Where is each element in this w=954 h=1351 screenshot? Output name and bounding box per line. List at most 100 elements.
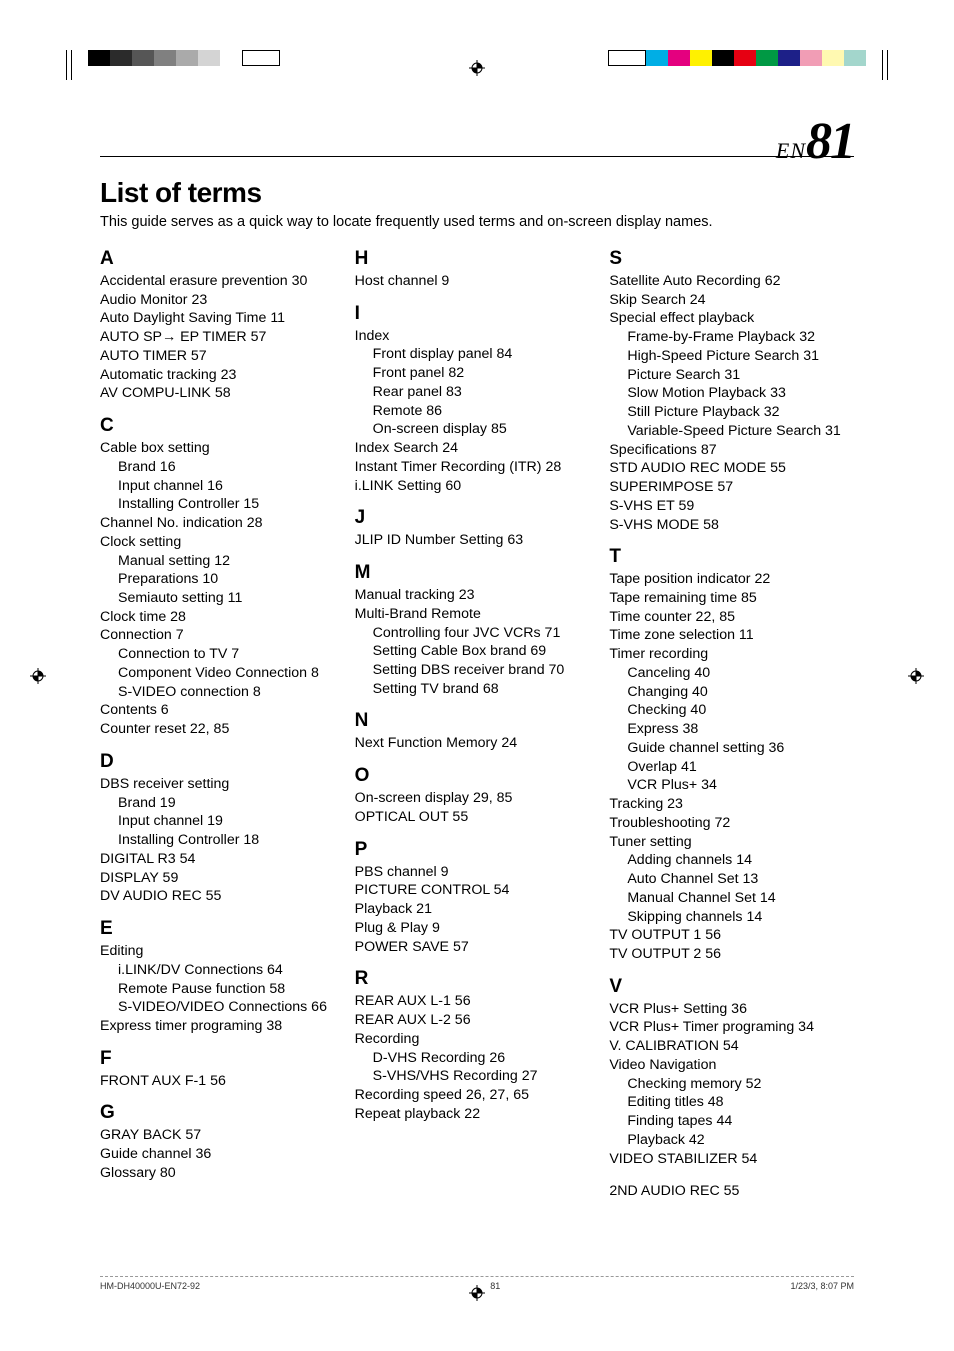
index-subentry: VCR Plus+ 34 xyxy=(609,776,854,795)
intro-text: This guide serves as a quick way to loca… xyxy=(100,214,854,230)
index-subentry: Brand 19 xyxy=(100,794,345,813)
index-entry: Counter reset 22, 85 xyxy=(100,720,345,739)
index-column-1: AAccidental erasure prevention 30Audio M… xyxy=(100,248,345,1201)
index-entry: STD AUDIO REC MODE 55 xyxy=(609,459,854,478)
index-letter: D xyxy=(100,751,345,773)
index-entry: Clock setting xyxy=(100,533,345,552)
index-entry: On-screen display 29, 85 xyxy=(355,789,600,808)
colorbar-swatch xyxy=(198,50,220,66)
index-entry: Recording speed 26, 27, 65 xyxy=(355,1086,600,1105)
index-subentry: Front display panel 84 xyxy=(355,345,600,364)
index-entry: VCR Plus+ Timer programing 34 xyxy=(609,1018,854,1037)
index-entry: Tape position indicator 22 xyxy=(609,570,854,589)
index-entry: TV OUTPUT 2 56 xyxy=(609,945,854,964)
index-subentry: Manual setting 12 xyxy=(100,552,345,571)
colorbar-swatch xyxy=(822,50,844,66)
colorbar-swatch xyxy=(712,50,734,66)
index-subentry: Still Picture Playback 32 xyxy=(609,403,854,422)
colorbar-swatch xyxy=(690,50,712,66)
index-entry: Index xyxy=(355,327,600,346)
colorbar-swatch xyxy=(646,50,668,66)
index-entry: AV COMPU-LINK 58 xyxy=(100,384,345,403)
index-entry: Guide channel 36 xyxy=(100,1145,345,1164)
registration-mark-icon xyxy=(30,668,46,684)
index-subentry: Variable-Speed Picture Search 31 xyxy=(609,422,854,441)
index-subentry: Connection to TV 7 xyxy=(100,645,345,664)
index-entry: Audio Monitor 23 xyxy=(100,291,345,310)
index-letter: R xyxy=(355,968,600,990)
index-entry: Multi-Brand Remote xyxy=(355,605,600,624)
index-subentry: Input channel 19 xyxy=(100,812,345,831)
index-entry: Accidental erasure prevention 30 xyxy=(100,272,345,291)
index-subentry: Picture Search 31 xyxy=(609,366,854,385)
index-entry: Cable box setting xyxy=(100,439,345,458)
index-entry: i.LINK Setting 60 xyxy=(355,477,600,496)
index-entry: Glossary 80 xyxy=(100,1164,345,1183)
index-letter: M xyxy=(355,562,600,584)
colorbar-swatch xyxy=(242,50,280,66)
index-letter: G xyxy=(100,1102,345,1124)
index-entry: Skip Search 24 xyxy=(609,291,854,310)
index-subentry: S-VHS/VHS Recording 27 xyxy=(355,1067,600,1086)
index-subentry: Frame-by-Frame Playback 32 xyxy=(609,328,854,347)
index-entry: POWER SAVE 57 xyxy=(355,938,600,957)
index-entry: PBS channel 9 xyxy=(355,863,600,882)
spacer xyxy=(609,1168,854,1182)
page-number-value: 81 xyxy=(806,113,854,170)
registration-mark-icon xyxy=(908,668,924,684)
index-subentry: Guide channel setting 36 xyxy=(609,739,854,758)
crop-mark-left xyxy=(66,50,72,80)
index-subentry: Slow Motion Playback 33 xyxy=(609,384,854,403)
index-subentry: Rear panel 83 xyxy=(355,383,600,402)
colorbar-swatch xyxy=(734,50,756,66)
index-subentry: Installing Controller 15 xyxy=(100,495,345,514)
index-subentry: D-VHS Recording 26 xyxy=(355,1049,600,1068)
colorbar-swatch xyxy=(110,50,132,66)
index-entry: Manual tracking 23 xyxy=(355,586,600,605)
cmyk-colorbar xyxy=(608,50,866,66)
colorbar-swatch xyxy=(220,50,242,66)
footer-filename: HM-DH40000U-EN72-92 xyxy=(100,1281,200,1291)
colorbar-swatch xyxy=(88,50,110,66)
index-entry: DIGITAL R3 54 xyxy=(100,850,345,869)
index-subentry: Overlap 41 xyxy=(609,758,854,777)
index-entry: DBS receiver setting xyxy=(100,775,345,794)
colorbar-swatch xyxy=(800,50,822,66)
colorbar-swatch xyxy=(132,50,154,66)
index-subentry: Manual Channel Set 14 xyxy=(609,889,854,908)
index-subentry: Remote 86 xyxy=(355,402,600,421)
index-entry: VCR Plus+ Setting 36 xyxy=(609,1000,854,1019)
index-letter: P xyxy=(355,839,600,861)
index-entry: Time zone selection 11 xyxy=(609,626,854,645)
index-entry: Editing xyxy=(100,942,345,961)
index-entry: Contents 6 xyxy=(100,701,345,720)
index-entry: AUTO TIMER 57 xyxy=(100,347,345,366)
colorbar-swatch xyxy=(176,50,198,66)
index-entry: Satellite Auto Recording 62 xyxy=(609,272,854,291)
index-subentry: Remote Pause function 58 xyxy=(100,980,345,999)
index-letter: J xyxy=(355,507,600,529)
index-letter: C xyxy=(100,415,345,437)
index-subentry: Component Video Connection 8 xyxy=(100,664,345,683)
index-columns: AAccidental erasure prevention 30Audio M… xyxy=(100,248,854,1201)
index-letter: S xyxy=(609,248,854,270)
index-entry: Express timer programing 38 xyxy=(100,1017,345,1036)
colorbar-swatch xyxy=(756,50,778,66)
index-entry: Tuner setting xyxy=(609,833,854,852)
index-entry: Plug & Play 9 xyxy=(355,919,600,938)
index-subentry: Setting TV brand 68 xyxy=(355,680,600,699)
index-entry: TV OUTPUT 1 56 xyxy=(609,926,854,945)
index-entry: Host channel 9 xyxy=(355,272,600,291)
index-entry: Index Search 24 xyxy=(355,439,600,458)
colorbar-swatch xyxy=(154,50,176,66)
index-subentry: Installing Controller 18 xyxy=(100,831,345,850)
index-entry: REAR AUX L-1 56 xyxy=(355,992,600,1011)
index-entry: FRONT AUX F-1 56 xyxy=(100,1072,345,1091)
crop-mark-right xyxy=(882,50,888,80)
page-language-prefix: EN xyxy=(776,138,806,163)
index-subentry: On-screen display 85 xyxy=(355,420,600,439)
footer-page: 81 xyxy=(490,1281,500,1291)
index-subentry: Semiauto setting 11 xyxy=(100,589,345,608)
index-subentry: Setting DBS receiver brand 70 xyxy=(355,661,600,680)
page-title: List of terms xyxy=(100,177,854,209)
